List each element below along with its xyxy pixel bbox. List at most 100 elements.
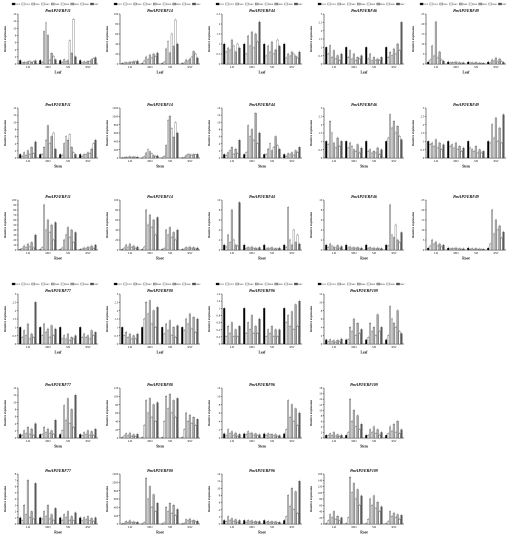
- bar: [329, 121, 332, 159]
- legend-label: NS3: [259, 284, 264, 286]
- bar: [274, 521, 277, 525]
- legend-label: NS6: [84, 284, 89, 286]
- bar: [478, 62, 481, 65]
- x-tick-label: RW: [188, 525, 193, 529]
- bar: [376, 314, 379, 345]
- legend-swatch: [488, 2, 492, 6]
- bar: [278, 329, 281, 345]
- bar: [92, 58, 95, 65]
- bar: [331, 517, 333, 525]
- bar: [329, 45, 332, 65]
- bar: [269, 143, 271, 159]
- y-tick-label: 2: [15, 55, 17, 59]
- y-tick-label: 0: [423, 248, 425, 252]
- bar: [88, 153, 91, 159]
- bar: [274, 329, 277, 345]
- y-tick-label: 2.5: [318, 20, 322, 24]
- x-tick-label: SD: [372, 65, 377, 69]
- legend-label: CK1: [16, 284, 21, 286]
- y-tick-label: 400: [114, 505, 119, 509]
- y-tick-label: 14: [217, 106, 221, 110]
- bar: [272, 248, 275, 251]
- bar: [502, 114, 505, 159]
- bar: [236, 153, 239, 159]
- bar: [332, 142, 335, 159]
- bar: [250, 432, 253, 439]
- chart-panel: PmAP2/ERF49 0 5 10 15 20 25 Relative expression…: [410, 188, 510, 274]
- bar: [74, 395, 77, 439]
- bar: [245, 434, 248, 439]
- bar: [296, 234, 299, 251]
- bar: [227, 152, 230, 159]
- bar: [147, 498, 149, 525]
- bar: [338, 520, 341, 525]
- bar: [229, 333, 231, 345]
- bar: [294, 150, 297, 159]
- legend-label: NS3: [361, 284, 366, 286]
- chart-title: PmAP2/ERF80: [147, 382, 173, 387]
- bar: [327, 341, 330, 345]
- y-axis-label: Relative expression: [309, 212, 313, 238]
- y-tick-label: 1000: [112, 480, 119, 484]
- legend-label: NS1: [341, 284, 346, 286]
- x-tick-label: LD: [332, 345, 337, 349]
- x-tick-label: MD: [249, 251, 255, 255]
- bar: [28, 338, 31, 345]
- bar: [83, 432, 86, 439]
- bar: [66, 140, 69, 159]
- bar: [331, 435, 333, 439]
- bar: [128, 432, 131, 439]
- y-tick-label: 10: [217, 486, 221, 490]
- bar: [365, 47, 368, 65]
- bar: [252, 47, 255, 65]
- bar: [187, 323, 189, 345]
- bar: [32, 435, 35, 439]
- bar: [365, 435, 368, 439]
- bar: [265, 55, 268, 65]
- y-tick-label: 6: [321, 317, 323, 321]
- legend-label: CK1: [322, 4, 327, 6]
- y-tick-label: 0: [117, 436, 119, 440]
- y-tick-label: 8: [321, 414, 323, 418]
- bar: [52, 520, 55, 525]
- bar: [163, 421, 166, 439]
- bar: [345, 339, 348, 345]
- y-tick-label: 6: [219, 218, 221, 222]
- x-axis-label: Root: [156, 531, 164, 535]
- bar: [294, 491, 297, 525]
- bar: [385, 435, 388, 439]
- bar: [63, 514, 66, 525]
- bar: [442, 244, 445, 251]
- bar: [290, 51, 293, 65]
- bar: [188, 313, 191, 345]
- bar: [74, 335, 77, 345]
- x-tick-label: MD: [351, 251, 357, 255]
- y-tick-label: 100: [114, 394, 119, 398]
- bar: [327, 144, 330, 159]
- bar: [372, 57, 375, 65]
- bar: [356, 57, 359, 65]
- y-tick-label: 80: [13, 208, 17, 212]
- bar: [61, 62, 64, 65]
- bar: [152, 404, 155, 439]
- bar: [26, 480, 29, 525]
- x-tick-label: SD: [270, 439, 275, 443]
- y-tick-label: 0: [117, 156, 119, 160]
- y-tick-label: 0.4: [216, 328, 220, 332]
- bar: [387, 57, 390, 65]
- y-tick-label: 2: [117, 309, 119, 313]
- bar: [378, 511, 381, 525]
- y-tick-label: 1.2: [216, 299, 220, 303]
- chart-title: PmAP2/ERF44: [249, 8, 275, 13]
- bar: [223, 154, 226, 159]
- y-tick-label: 0: [117, 522, 119, 526]
- bar: [83, 61, 86, 65]
- y-axis-label: Relative expression: [411, 212, 415, 238]
- bar: [143, 425, 146, 439]
- bar: [256, 522, 259, 525]
- chart-title: PmAP2/ERF80: [147, 468, 173, 473]
- y-tick-label: 8: [219, 403, 221, 407]
- bar: [127, 246, 129, 251]
- bar: [385, 47, 388, 65]
- bar: [391, 318, 393, 345]
